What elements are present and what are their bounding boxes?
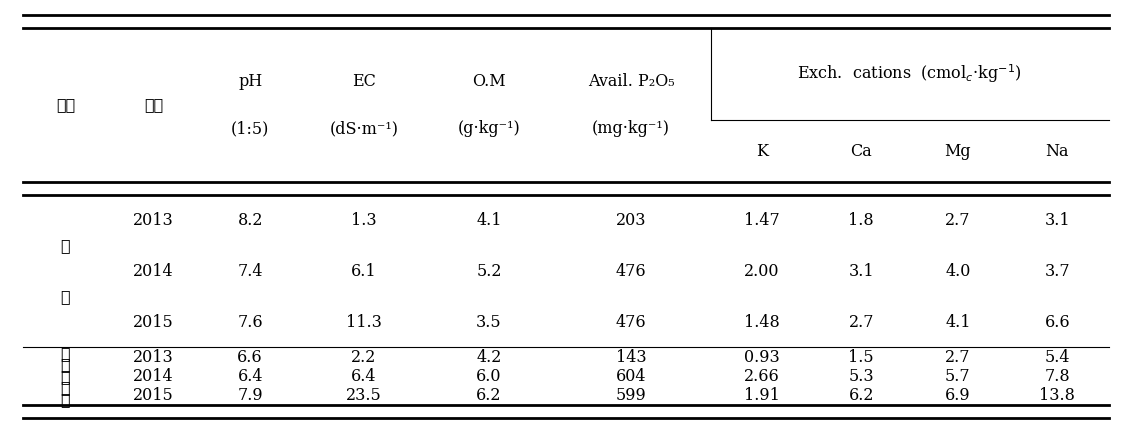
- Text: 6.2: 6.2: [848, 387, 874, 404]
- Text: 5.2: 5.2: [476, 263, 501, 280]
- Text: 7.6: 7.6: [238, 314, 263, 331]
- Text: 6.6: 6.6: [238, 349, 263, 366]
- Text: 4.2: 4.2: [476, 349, 501, 366]
- Text: 6.1: 6.1: [351, 263, 376, 280]
- Text: 4.0: 4.0: [945, 263, 971, 280]
- Text: (dS·m⁻¹): (dS·m⁻¹): [330, 120, 398, 137]
- Text: 6.0: 6.0: [476, 368, 501, 385]
- Text: 13.8: 13.8: [1039, 387, 1076, 404]
- Text: 지: 지: [60, 289, 70, 304]
- Text: 널: 널: [60, 357, 70, 372]
- Text: 23.5: 23.5: [346, 387, 382, 404]
- Text: 4.1: 4.1: [476, 212, 501, 229]
- Text: 604: 604: [616, 368, 646, 385]
- Text: 5.7: 5.7: [945, 368, 971, 385]
- Text: 노: 노: [60, 239, 70, 254]
- Text: 7.4: 7.4: [238, 263, 263, 280]
- Text: 2015: 2015: [133, 387, 174, 404]
- Text: 8.2: 8.2: [238, 212, 263, 229]
- Text: pH: pH: [238, 73, 263, 90]
- Text: 6.2: 6.2: [476, 387, 501, 404]
- Text: 1.91: 1.91: [744, 387, 780, 404]
- Text: Ca: Ca: [850, 143, 872, 160]
- Text: 143: 143: [616, 349, 646, 366]
- Text: 우: 우: [60, 381, 70, 396]
- Text: 5.4: 5.4: [1045, 349, 1070, 366]
- Text: 2015: 2015: [133, 314, 174, 331]
- Text: (1:5): (1:5): [231, 120, 269, 137]
- Text: 2.7: 2.7: [945, 212, 971, 229]
- Text: 3.7: 3.7: [1045, 263, 1070, 280]
- Text: 스: 스: [60, 392, 70, 407]
- Text: 6.9: 6.9: [945, 387, 971, 404]
- Text: 1.5: 1.5: [848, 349, 874, 366]
- Text: 2014: 2014: [133, 368, 174, 385]
- Text: 2013: 2013: [133, 212, 174, 229]
- Text: 2.7: 2.7: [848, 314, 874, 331]
- Text: 년도: 년도: [144, 98, 163, 112]
- Text: 599: 599: [615, 387, 647, 404]
- Text: 6.4: 6.4: [238, 368, 263, 385]
- Text: 1.3: 1.3: [351, 212, 376, 229]
- Text: 비: 비: [60, 346, 70, 361]
- Text: K: K: [756, 143, 767, 160]
- Text: 6.4: 6.4: [351, 368, 376, 385]
- Text: 476: 476: [616, 263, 646, 280]
- Text: 1.48: 1.48: [744, 314, 780, 331]
- Text: O.M: O.M: [472, 73, 506, 90]
- Text: 5.3: 5.3: [848, 368, 874, 385]
- Text: 3.5: 3.5: [476, 314, 501, 331]
- Text: 2.2: 2.2: [351, 349, 376, 366]
- Text: 203: 203: [616, 212, 646, 229]
- Text: 3.1: 3.1: [848, 263, 874, 280]
- Text: 0.93: 0.93: [744, 349, 780, 366]
- Text: EC: EC: [352, 73, 375, 90]
- Text: 7.9: 7.9: [238, 387, 263, 404]
- Text: 4.1: 4.1: [945, 314, 971, 331]
- Text: 2.66: 2.66: [744, 368, 780, 385]
- Text: 7.8: 7.8: [1045, 368, 1070, 385]
- Text: 2.00: 2.00: [744, 263, 780, 280]
- Text: (mg·kg⁻¹): (mg·kg⁻¹): [592, 120, 670, 137]
- Text: 하: 하: [60, 369, 70, 384]
- Text: 476: 476: [616, 314, 646, 331]
- Text: 1.47: 1.47: [744, 212, 780, 229]
- Text: 3.1: 3.1: [1045, 212, 1070, 229]
- Text: 2013: 2013: [133, 349, 174, 366]
- Text: 1.8: 1.8: [848, 212, 874, 229]
- Text: 6.6: 6.6: [1045, 314, 1070, 331]
- Text: 2014: 2014: [133, 263, 174, 280]
- Text: Avail. P₂O₅: Avail. P₂O₅: [588, 73, 674, 90]
- Text: Na: Na: [1046, 143, 1069, 160]
- Text: Exch.  cations  (cmol$_c$·kg$^{-1}$): Exch. cations (cmol$_c$·kg$^{-1}$): [797, 63, 1022, 85]
- Text: 구분: 구분: [56, 98, 75, 112]
- Text: Mg: Mg: [945, 143, 971, 160]
- Text: (g·kg⁻¹): (g·kg⁻¹): [457, 120, 521, 137]
- Text: 11.3: 11.3: [346, 314, 382, 331]
- Text: 2.7: 2.7: [945, 349, 971, 366]
